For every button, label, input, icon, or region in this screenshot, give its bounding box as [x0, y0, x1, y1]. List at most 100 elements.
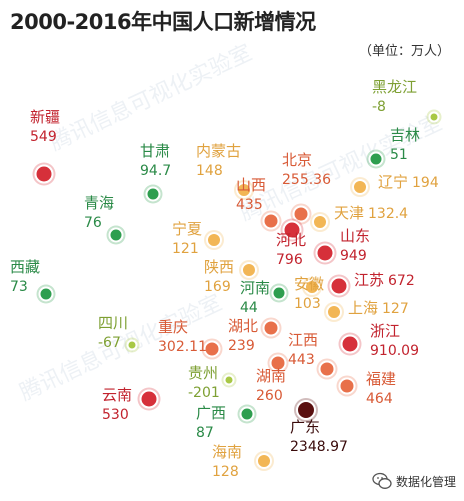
point-陕西: 陕西 169 [204, 258, 259, 295]
point-吉林: 吉林 51 [366, 126, 420, 169]
point-value-label: 949 [340, 248, 367, 264]
point-dot [262, 319, 280, 337]
point-value-label: 435 [236, 197, 263, 213]
point-name-label: 内蒙古 [196, 142, 241, 160]
point-dot [241, 262, 257, 278]
point-value-label: 103 [294, 296, 321, 312]
point-内蒙古: 内蒙古 148 [196, 142, 254, 200]
point-value-label: 76 [84, 215, 102, 231]
point-name-label: 黑龙江 [372, 78, 417, 96]
point-name-label: 福建 [366, 370, 396, 388]
point-重庆: 重庆 302.11 [158, 318, 223, 360]
point-上海: 上海 127 [324, 299, 409, 322]
watermark-text: 数据化管理 [396, 475, 457, 489]
point-name-label: 甘肃 [140, 142, 170, 160]
point-value-label: 302.11 [158, 339, 207, 355]
point-name-label: 宁夏 [172, 220, 202, 238]
point-dot [269, 354, 287, 372]
point-value-label: 132.4 [368, 206, 408, 222]
point-dot [108, 227, 124, 243]
point-湖南: 湖南 260 [256, 352, 289, 404]
point-value-label: 44 [240, 300, 258, 316]
unit-label: （单位：万人） [358, 44, 450, 59]
point-湖北: 湖北 239 [228, 317, 282, 354]
point-name-label: 辽宁 [378, 173, 408, 191]
point-广西: 广西 87 [196, 404, 257, 441]
point-天津: 天津 132.4 [310, 204, 408, 232]
point-浙江: 浙江 910.09 [338, 322, 419, 359]
point-value-label: 2348.97 [290, 439, 348, 455]
point-dot [282, 220, 302, 240]
point-dot [326, 304, 342, 320]
point-value-label: 239 [228, 338, 255, 354]
point-dot [145, 186, 161, 202]
point-value-label: 530 [102, 407, 129, 423]
point-dot [368, 151, 384, 167]
point-dot [206, 232, 222, 248]
point-安徽: 安徽 103 [294, 275, 324, 312]
point-dot [312, 214, 328, 230]
point-name-label: 四川 [98, 314, 128, 332]
point-河北: 河北 796 [276, 218, 306, 268]
point-value-label: 910.09 [370, 343, 419, 359]
point-北京: 北京 255.36 [282, 151, 331, 225]
point-value-label: 128 [212, 464, 239, 480]
point-dot [256, 453, 272, 469]
point-河南: 河南 44 [240, 279, 289, 316]
point-dot [271, 285, 287, 301]
point-value-label: -67 [98, 335, 121, 351]
point-value-label: 549 [30, 129, 57, 145]
point-dot [329, 276, 349, 296]
point-name-label: 北京 [282, 151, 312, 169]
point-四川: 四川 -67 [98, 314, 140, 353]
point-dot [428, 111, 440, 123]
point-name-label: 河南 [240, 279, 270, 297]
point-value-label: 148 [196, 163, 223, 179]
point-name-label: 青海 [84, 194, 114, 212]
point-dot [38, 286, 54, 302]
wechat-icon [372, 472, 392, 489]
point-name-label: 广东 [290, 418, 320, 436]
point-dot [292, 205, 310, 223]
point-value-label: 127 [382, 301, 409, 317]
point-辽宁: 辽宁 194 [350, 173, 439, 197]
point-value-label: 672 [388, 273, 415, 289]
chart-title: 2000-2016年中国人口新增情况 [10, 10, 316, 34]
point-name-label: 重庆 [158, 318, 188, 336]
point-value-label: 169 [204, 279, 231, 295]
point-name-label: 湖南 [256, 367, 286, 385]
point-青海: 青海 76 [84, 194, 126, 245]
point-dot [352, 179, 368, 195]
point-dot [296, 400, 316, 420]
point-value-label: 194 [412, 175, 439, 191]
point-dot [340, 334, 360, 354]
point-山西: 山西 435 [236, 176, 282, 232]
point-value-label: -8 [372, 99, 386, 115]
point-黑龙江: 黑龙江 -8 [372, 78, 442, 125]
point-name-label: 河北 [276, 231, 306, 249]
point-value-label: -201 [188, 385, 220, 401]
point-name-label: 西藏 [10, 258, 40, 276]
point-新疆: 新疆 549 [30, 108, 60, 186]
point-name-label: 浙江 [370, 322, 400, 340]
point-name-label: 陕西 [204, 258, 234, 276]
point-贵州: 贵州 -201 [188, 364, 237, 401]
point-value-label: 464 [366, 391, 393, 407]
point-value-label: 443 [288, 352, 315, 368]
point-name-label: 贵州 [188, 364, 218, 382]
point-dot [203, 340, 221, 358]
point-dot [338, 377, 356, 395]
point-value-label: 121 [172, 241, 199, 257]
point-name-label: 上海 [348, 299, 378, 317]
point-value-label: 51 [390, 147, 408, 163]
point-dot [236, 182, 252, 198]
point-name-label: 海南 [212, 443, 242, 461]
point-甘肃: 甘肃 94.7 [140, 142, 171, 204]
point-value-label: 87 [196, 425, 214, 441]
point-云南: 云南 530 [102, 386, 161, 423]
point-name-label: 山东 [340, 227, 370, 245]
point-江苏: 江苏 672 [327, 271, 415, 298]
point-海南: 海南 128 [212, 443, 274, 480]
